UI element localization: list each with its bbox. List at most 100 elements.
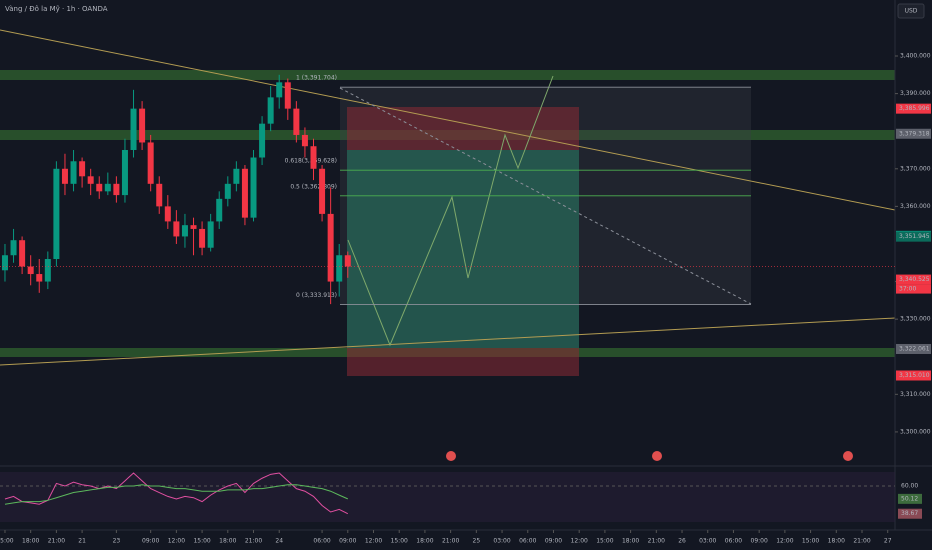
candle-body — [173, 221, 180, 237]
event-icon[interactable] — [843, 451, 853, 461]
candle-body — [293, 108, 300, 135]
candle-body — [310, 146, 317, 169]
x-tick-label: 06:00 — [313, 538, 330, 545]
price-badge-label: 3,385.996 — [899, 105, 930, 112]
rsi-line — [4, 484, 348, 505]
x-tick-label: 25 — [473, 538, 481, 545]
candle-body — [44, 259, 51, 282]
y-tick-label: 3,310.000 — [900, 391, 931, 398]
candle-body — [147, 142, 154, 184]
candle-body — [130, 108, 137, 150]
fib-label: 1 (3,391.704) — [296, 75, 337, 82]
chart-title: Vàng / Đô la Mỹ · 1h · OANDA — [5, 5, 108, 13]
x-tick-label: 15:00 — [391, 538, 408, 545]
candle-body — [70, 161, 77, 184]
x-tick-label: 21:00 — [48, 538, 65, 545]
price-badge-label: 3,315.010 — [899, 372, 930, 379]
countdown: 37:00 — [899, 286, 916, 293]
candle-body — [336, 255, 343, 282]
rsi-band — [0, 472, 895, 522]
x-tick-label: 18:00 — [622, 538, 639, 545]
candle-body — [156, 183, 163, 207]
candle-body — [319, 168, 326, 214]
x-tick-label: 09:00 — [339, 538, 356, 545]
candle-body — [233, 168, 240, 184]
event-icon[interactable] — [652, 451, 662, 461]
candle-body — [259, 123, 266, 158]
candle-body — [241, 168, 248, 218]
candle-body — [181, 225, 188, 237]
x-tick-label: 18:00 — [22, 538, 39, 545]
candle-body — [301, 134, 308, 147]
trend-line — [0, 317, 896, 366]
candle-body — [36, 274, 43, 282]
x-tick-label: 09:00 — [142, 538, 159, 545]
x-tick-label: 06:00 — [519, 538, 536, 545]
y-tick-label: 3,400.000 — [900, 53, 931, 60]
x-tick-label: 18:00 — [828, 538, 845, 545]
candle-body — [250, 157, 257, 218]
x-tick-label: 18:00 — [219, 538, 236, 545]
candle-body — [216, 198, 223, 222]
price-badge-label: 3,379.318 — [899, 130, 930, 137]
rsi-badge — [898, 508, 922, 519]
x-tick-label: 15:00 — [596, 538, 613, 545]
x-tick-label: 27 — [884, 538, 892, 545]
x-tick-label: 12:00 — [776, 538, 793, 545]
fib-diagonal — [339, 87, 752, 305]
x-tick-label: 21:00 — [648, 538, 665, 545]
x-tick-label: 24 — [275, 538, 283, 545]
x-tick-label: 21:00 — [442, 538, 459, 545]
x-tick-label: 18:00 — [416, 538, 433, 545]
candle-body — [96, 183, 103, 192]
candle-body — [344, 255, 351, 267]
fib-label: 0 (3,333.913) — [296, 292, 337, 299]
candle-body — [104, 183, 111, 192]
projection-path — [347, 75, 554, 347]
price-badge — [896, 274, 931, 285]
price-badge — [896, 128, 931, 139]
x-tick-label: 12:00 — [365, 538, 382, 545]
candle-body — [10, 240, 17, 256]
event-icon[interactable] — [446, 451, 456, 461]
candle-body — [190, 225, 197, 229]
rsi-badge — [898, 493, 922, 504]
candle-body — [87, 176, 94, 184]
candle-body — [1, 255, 8, 271]
candle-body — [276, 82, 283, 98]
candle-body — [199, 228, 206, 248]
rsi-tick-label: 60.00 — [901, 483, 918, 490]
candle-body — [27, 266, 34, 275]
y-tick-label: 3,330.000 — [900, 316, 931, 323]
candle-body — [327, 213, 334, 282]
x-tick-label: 03:00 — [493, 538, 510, 545]
candle-body — [121, 149, 128, 196]
price-badge-label: 3,322.061 — [899, 345, 930, 352]
candle-body — [53, 168, 60, 260]
currency-button[interactable] — [897, 3, 925, 19]
candle-body — [19, 240, 26, 267]
rsi-badge-label: 38.67 — [901, 510, 918, 517]
candle-body — [207, 221, 214, 248]
y-tick-label: 3,370.000 — [900, 165, 931, 172]
price-badge-label: 3,340.525 — [899, 276, 930, 283]
x-tick-label: 21 — [78, 538, 86, 545]
x-tick-label: 12:00 — [168, 538, 185, 545]
price-badge — [896, 370, 931, 381]
y-tick-label: 3,300.000 — [900, 428, 931, 435]
countdown-badge — [896, 284, 931, 294]
x-tick-label: 26 — [678, 538, 686, 545]
x-tick-label: 15:00 — [193, 538, 210, 545]
candle-body — [284, 82, 291, 109]
currency-label[interactable]: USD — [905, 8, 918, 15]
candle-body — [79, 161, 86, 177]
price-badge — [896, 231, 931, 242]
candle-body — [267, 97, 274, 124]
rsi-line — [4, 472, 349, 515]
x-tick-label: 21:00 — [245, 538, 262, 545]
x-tick-label: 15:00 — [0, 538, 14, 545]
zone — [0, 70, 895, 80]
price-badge — [896, 103, 931, 114]
price-badge-label: 3,351.945 — [899, 233, 930, 240]
